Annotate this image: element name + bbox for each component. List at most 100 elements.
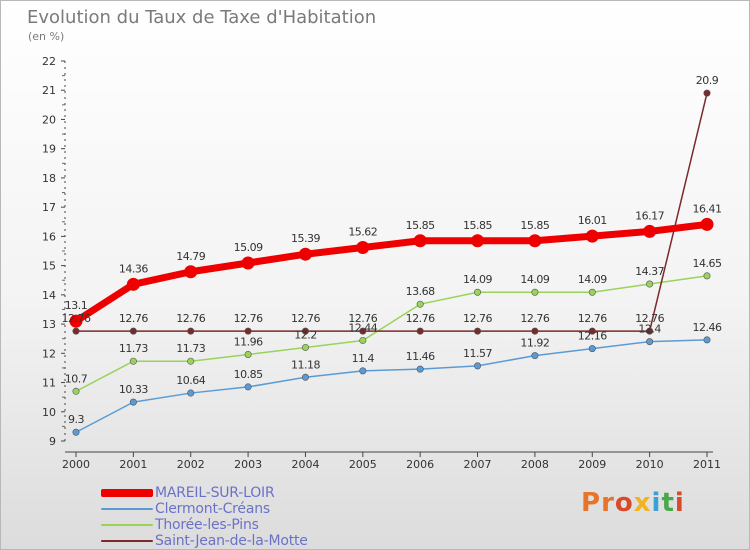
- y-tick-label: 11: [42, 377, 56, 390]
- series-line-mareil-sur-loir: [72, 220, 711, 325]
- y-tick-label: 12: [42, 347, 56, 360]
- legend-label: Clermont-Créans: [155, 501, 270, 517]
- data-point-thor-e-les-pins: [129, 357, 137, 365]
- y-tick-label: 10: [42, 406, 56, 419]
- data-point-saint-jean-de-la-motte: [187, 327, 195, 335]
- logo-letter: i: [651, 488, 662, 518]
- data-label-saint-jean-de-la-motte: 12.76: [234, 312, 263, 325]
- data-point-clermont-cr-ans: [588, 345, 596, 353]
- data-label-thor-e-les-pins: 14.09: [578, 273, 607, 286]
- data-label-saint-jean-de-la-motte: 12.76: [578, 312, 607, 325]
- y-tick-label: 22: [42, 55, 56, 68]
- data-label-thor-e-les-pins: 14.37: [635, 265, 664, 278]
- logo-letter: P: [581, 488, 602, 518]
- data-label-mareil-sur-loir: 13.1: [65, 299, 88, 312]
- data-point-thor-e-les-pins: [588, 288, 596, 296]
- y-tick-label: 16: [42, 230, 56, 243]
- y-tick-label: 15: [42, 260, 56, 273]
- data-point-thor-e-les-pins: [72, 387, 80, 395]
- data-point-mareil-sur-loir: [700, 217, 714, 231]
- data-point-clermont-cr-ans: [187, 389, 195, 397]
- data-label-thor-e-les-pins: 14.65: [693, 257, 722, 270]
- y-tick-label: 9: [49, 435, 56, 448]
- data-label-saint-jean-de-la-motte: 12.76: [463, 312, 492, 325]
- data-label-mareil-sur-loir: 15.09: [234, 241, 263, 254]
- data-label-thor-e-les-pins: 12.2: [294, 328, 317, 341]
- data-point-saint-jean-de-la-motte: [129, 327, 137, 335]
- data-point-saint-jean-de-la-motte: [359, 327, 367, 335]
- data-point-clermont-cr-ans: [703, 336, 711, 344]
- y-tick-label: 13: [42, 318, 56, 331]
- data-label-thor-e-les-pins: 11.96: [234, 335, 263, 348]
- chart-legend: MAREIL-SUR-LOIR Clermont-Créans Thorée-les…: [101, 485, 308, 549]
- data-label-clermont-cr-ans: 11.18: [291, 358, 320, 371]
- data-point-thor-e-les-pins: [531, 288, 539, 296]
- legend-item: Saint-Jean-de-la-Motte: [101, 533, 308, 549]
- x-tick-label: 2005: [349, 458, 377, 471]
- data-label-clermont-cr-ans: 10.33: [119, 383, 148, 396]
- data-point-clermont-cr-ans: [244, 383, 252, 391]
- data-point-thor-e-les-pins: [474, 288, 482, 296]
- legend-swatch: [101, 489, 153, 497]
- x-tick-label: 2003: [234, 458, 262, 471]
- data-label-mareil-sur-loir: 15.62: [348, 225, 377, 238]
- data-label-clermont-cr-ans: 9.3: [68, 413, 84, 426]
- data-label-thor-e-les-pins: 14.09: [520, 273, 549, 286]
- data-label-saint-jean-de-la-motte: 12.76: [406, 312, 435, 325]
- data-label-mareil-sur-loir: 15.85: [463, 219, 492, 232]
- y-tick-label: 18: [42, 172, 56, 185]
- chart-subtitle: (en %): [28, 30, 65, 43]
- legend-label: MAREIL-SUR-LOIR: [155, 485, 275, 501]
- data-point-thor-e-les-pins: [416, 300, 424, 308]
- y-tick-label: 20: [42, 113, 56, 126]
- data-label-mareil-sur-loir: 14.36: [119, 262, 148, 275]
- data-point-saint-jean-de-la-motte: [703, 89, 711, 97]
- data-point-thor-e-les-pins: [703, 272, 711, 280]
- data-point-mareil-sur-loir: [356, 240, 370, 254]
- data-label-clermont-cr-ans: 12.4: [638, 323, 661, 336]
- data-label-clermont-cr-ans: 11.46: [406, 350, 435, 363]
- x-tick-label: 2001: [119, 458, 147, 471]
- chart-title: Evolution du Taux de Taxe d'Habitation: [27, 7, 377, 28]
- data-point-saint-jean-de-la-motte: [72, 327, 80, 335]
- data-point-thor-e-les-pins: [244, 350, 252, 358]
- data-label-mareil-sur-loir: 16.41: [693, 202, 722, 215]
- data-label-clermont-cr-ans: 10.64: [176, 374, 205, 387]
- data-point-clermont-cr-ans: [129, 398, 137, 406]
- data-label-mareil-sur-loir: 15.85: [406, 219, 435, 232]
- data-point-thor-e-les-pins: [359, 336, 367, 344]
- data-point-mareil-sur-loir: [471, 234, 485, 248]
- data-label-thor-e-les-pins: 13.68: [406, 285, 435, 298]
- data-label-saint-jean-de-la-motte: 12.76: [348, 312, 377, 325]
- y-tick-label: 17: [42, 201, 56, 214]
- legend-item: MAREIL-SUR-LOIR: [101, 485, 308, 501]
- data-label-thor-e-les-pins: 12.44: [348, 321, 377, 334]
- data-point-saint-jean-de-la-motte: [531, 327, 539, 335]
- data-label-mareil-sur-loir: 15.85: [520, 219, 549, 232]
- legend-item: Thorée-les-Pins: [101, 517, 308, 533]
- data-point-mareil-sur-loir: [528, 234, 542, 248]
- y-tick-label: 21: [42, 84, 56, 97]
- data-label-thor-e-les-pins: 11.73: [119, 342, 148, 355]
- data-label-saint-jean-de-la-motte: 12.76: [291, 312, 320, 325]
- x-tick-label: 2002: [177, 458, 205, 471]
- logo-letter: i: [674, 488, 685, 518]
- data-label-mareil-sur-loir: 16.17: [635, 209, 664, 222]
- data-point-saint-jean-de-la-motte: [474, 327, 482, 335]
- x-tick-label: 2004: [291, 458, 319, 471]
- data-point-thor-e-les-pins: [646, 280, 654, 288]
- data-label-saint-jean-de-la-motte: 12.76: [520, 312, 549, 325]
- data-point-clermont-cr-ans: [359, 367, 367, 375]
- data-point-mareil-sur-loir: [585, 229, 599, 243]
- data-point-clermont-cr-ans: [474, 362, 482, 370]
- legend-label: Saint-Jean-de-la-Motte: [155, 533, 308, 549]
- data-label-thor-e-les-pins: 10.7: [65, 372, 88, 385]
- data-point-mareil-sur-loir: [126, 277, 140, 291]
- data-label-clermont-cr-ans: 12.16: [578, 330, 607, 343]
- data-label-clermont-cr-ans: 11.92: [520, 337, 549, 350]
- logo-letter: o: [614, 488, 634, 518]
- data-label-clermont-cr-ans: 11.4: [352, 352, 375, 365]
- series-line-clermont-cr-ans: [75, 339, 708, 433]
- data-point-saint-jean-de-la-motte: [588, 327, 596, 335]
- data-label-clermont-cr-ans: 12.46: [693, 321, 722, 334]
